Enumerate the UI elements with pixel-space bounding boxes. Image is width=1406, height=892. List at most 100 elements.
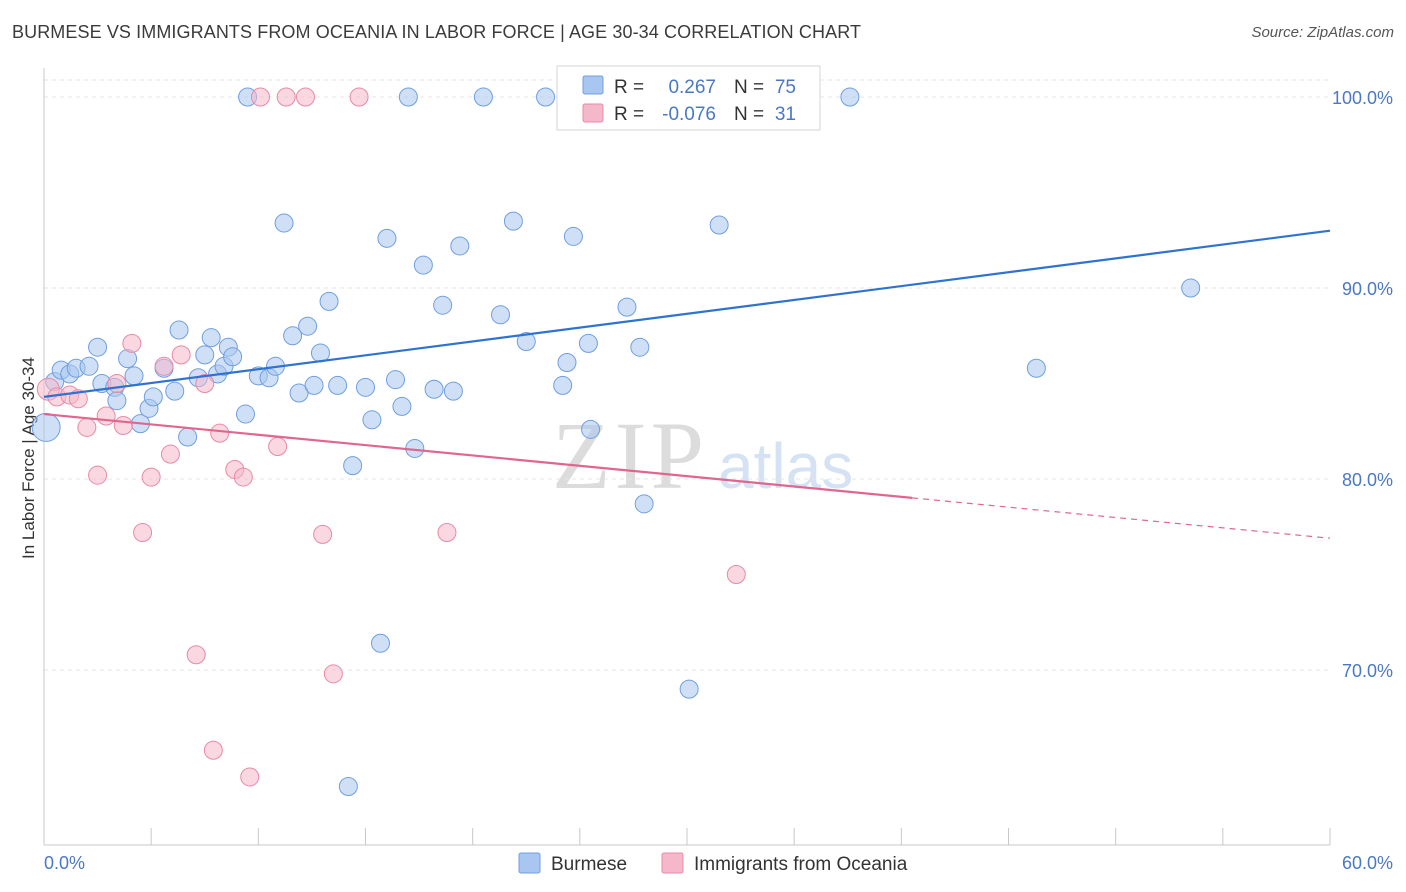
oceania-point [122, 333, 142, 353]
oceania-point [323, 664, 343, 684]
burmese-point [283, 326, 303, 346]
oceania-point [726, 565, 746, 584]
oceania-point [154, 356, 174, 376]
oceania-point [96, 406, 116, 426]
legend-r-value-oceania: -0.076 [662, 104, 716, 125]
oceania-point [240, 767, 260, 787]
legend-n-value-oceania: 31 [775, 104, 796, 125]
y-tick-label: 80.0% [1342, 470, 1393, 490]
oceania-point [437, 522, 457, 542]
burmese-point [503, 211, 523, 231]
burmese-point [630, 337, 650, 357]
oceania-point [276, 87, 296, 107]
burmese-point [377, 228, 397, 248]
oceania-point [268, 437, 288, 457]
burmese-point [473, 87, 493, 107]
oceania-point [295, 87, 315, 107]
burmese-trend-line [43, 229, 1331, 398]
watermark-zip: ZIP [552, 402, 708, 509]
oceania-point [77, 417, 97, 437]
burmese-point [178, 427, 198, 447]
legend-n-value-burmese: 75 [775, 77, 796, 98]
oceania-point [250, 87, 270, 107]
x-tick-label-min: 0.0% [44, 853, 85, 873]
burmese-point [289, 383, 309, 403]
bottom-legend-label-oceania: Immigrants from Oceania [694, 854, 908, 875]
legend-r-value-burmese: 0.267 [668, 77, 716, 98]
burmese-point [223, 347, 243, 367]
burmese-points [31, 87, 1201, 797]
burmese-point [581, 419, 601, 439]
burmese-point [235, 404, 255, 424]
burmese-point [392, 396, 412, 416]
burmese-point [450, 236, 470, 256]
legend-r-label-burmese: R = [614, 77, 644, 98]
oceania-point [186, 645, 206, 665]
oceania-point [160, 444, 180, 464]
gridlines [44, 79, 1330, 671]
burmese-point [557, 352, 577, 372]
burmese-point [1181, 278, 1201, 298]
burmese-point [165, 381, 185, 401]
legend-r-label-oceania: R = [614, 104, 644, 125]
oceania-point [68, 389, 88, 409]
legend-swatch-oceania [582, 103, 604, 123]
oceania-point [107, 374, 127, 393]
y-axis-label: In Labor Force | Age 30-34 [19, 357, 38, 559]
oceania-point [349, 87, 369, 107]
oceania-point [133, 522, 153, 542]
burmese-point [31, 412, 61, 442]
burmese-point [516, 331, 536, 351]
burmese-point [298, 316, 318, 336]
burmese-point [343, 456, 363, 476]
burmese-point [1026, 358, 1046, 378]
burmese-point [169, 320, 189, 340]
burmese-point [124, 366, 144, 386]
burmese-point [143, 387, 163, 407]
burmese-point [413, 255, 433, 275]
burmese-point [491, 305, 511, 325]
burmese-point [386, 370, 406, 390]
bottom-legend-swatch-oceania [661, 852, 684, 874]
oceania-points [36, 87, 746, 787]
burmese-point [79, 356, 99, 376]
burmese-point [371, 633, 391, 653]
burmese-point [195, 345, 215, 365]
burmese-point [107, 391, 127, 411]
y-tick-label: 70.0% [1342, 661, 1393, 681]
trend-lines [43, 229, 1331, 539]
legend-n-label-oceania: N = [734, 104, 764, 125]
burmese-point [338, 777, 358, 797]
x-tick-label-max: 60.0% [1342, 853, 1393, 873]
burmese-point [433, 295, 453, 315]
oceania-point [203, 740, 223, 760]
source-credit: Source: ZipAtlas.com [1251, 24, 1394, 41]
y-tick-label: 90.0% [1342, 279, 1393, 299]
burmese-point [553, 375, 573, 395]
burmese-point [398, 87, 418, 107]
burmese-point [88, 337, 108, 357]
burmese-point [319, 291, 339, 311]
burmese-point [578, 333, 598, 353]
stats-legend: R = 0.267 N = 75 R = -0.076 N = 31 [556, 65, 821, 131]
oceania-point [171, 345, 191, 365]
legend-n-label-burmese: N = [734, 77, 764, 98]
oceania-trend-line [43, 412, 913, 499]
burmese-point [563, 226, 583, 246]
burmese-point [709, 215, 729, 235]
burmese-point [201, 328, 221, 348]
burmese-point [356, 377, 375, 397]
burmese-point [328, 375, 348, 395]
oceania-point [141, 467, 161, 487]
burmese-point [304, 375, 324, 395]
oceania-point [233, 467, 253, 487]
x-ticks [43, 828, 1331, 845]
oceania-point [113, 416, 133, 436]
burmese-point [840, 87, 860, 107]
burmese-point [536, 87, 556, 107]
burmese-point [634, 494, 654, 514]
burmese-point [274, 213, 294, 233]
oceania-trend-line-extension [911, 497, 1331, 539]
chart-title: BURMESE VS IMMIGRANTS FROM OCEANIA IN LA… [12, 22, 862, 42]
